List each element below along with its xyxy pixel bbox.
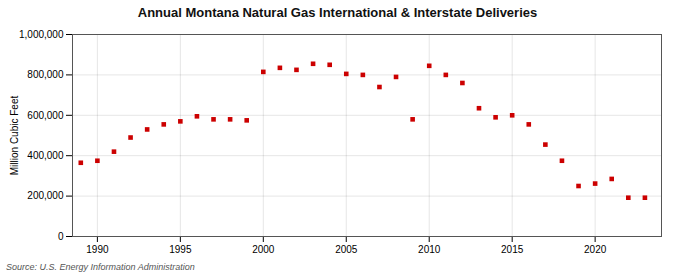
svg-text:600,000: 600,000 <box>27 110 64 121</box>
svg-text:400,000: 400,000 <box>27 150 64 161</box>
svg-text:2020: 2020 <box>584 244 607 255</box>
svg-text:Million Cubic Feet: Million Cubic Feet <box>9 96 20 176</box>
svg-text:2005: 2005 <box>335 244 358 255</box>
svg-text:2010: 2010 <box>418 244 441 255</box>
svg-text:1990: 1990 <box>86 244 109 255</box>
svg-text:200,000: 200,000 <box>27 190 64 201</box>
svg-text:800,000: 800,000 <box>27 69 64 80</box>
html-text:Source: U.S. Energy Informatio: Source: U.S. Energy Information Administ… <box>6 262 195 272</box>
svg-text:1995: 1995 <box>169 244 192 255</box>
svg-text:2015: 2015 <box>501 244 524 255</box>
svg-text:1,000,000: 1,000,000 <box>19 29 64 40</box>
svg-text:2000: 2000 <box>252 244 275 255</box>
svg-text:0: 0 <box>58 231 64 242</box>
html-text:Annual Montana Natural Gas Int: Annual Montana Natural Gas International… <box>137 5 538 20</box>
